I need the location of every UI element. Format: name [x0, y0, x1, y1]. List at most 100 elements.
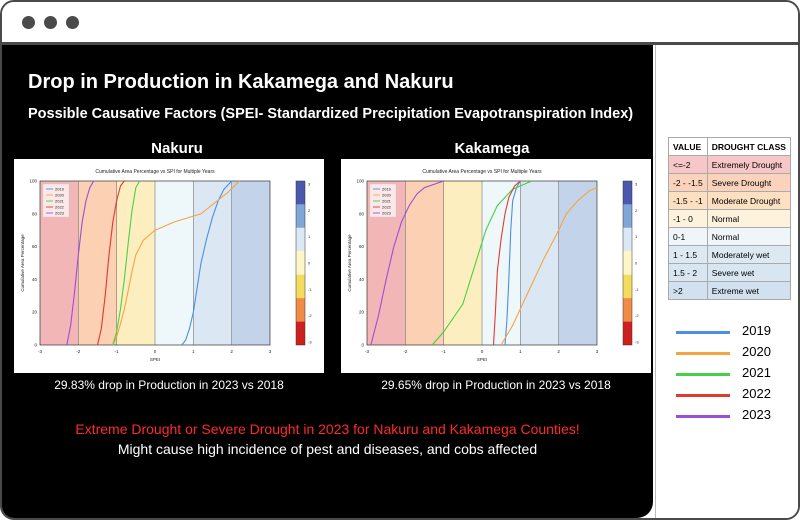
- chart-kakamega: Cumulative Area Percentage vs SPI for Mu…: [347, 169, 639, 362]
- side-panel: VALUE DROUGHT CLASS <=-2 Extremely Drough…: [655, 45, 798, 518]
- x-tick-label: 2: [230, 349, 233, 354]
- inner-legend-label: 2022: [382, 205, 392, 210]
- series-line-2021: [431, 180, 533, 346]
- spei-band: [558, 181, 597, 345]
- legend-label: 2023: [742, 407, 771, 422]
- table-cell-class: Severe wet: [706, 263, 791, 282]
- caption-nakuru: 29.83% drop in Production in 2023 vs 201…: [54, 378, 284, 392]
- colorbar-tick-label: 2: [308, 208, 311, 213]
- spei-band: [193, 181, 232, 345]
- colorbar-segment: [623, 321, 632, 345]
- table-cell-value: 0-1: [668, 227, 708, 246]
- slide-subtitle: Possible Causative Factors (SPEI- Standa…: [28, 106, 634, 122]
- colorbar-tick-label: -1: [308, 287, 312, 292]
- x-tick-label: -2: [76, 349, 80, 354]
- y-tick-label: 0: [361, 343, 364, 348]
- spei-band: [78, 181, 117, 345]
- legend-line-swatch: [676, 415, 730, 418]
- table-cell-value: -2 - -1.5: [668, 173, 708, 192]
- table-row: -1.5 - -1 Moderate Drought: [668, 191, 791, 210]
- x-tick-label: 0: [154, 349, 157, 354]
- inner-legend-label: 2021: [55, 199, 65, 204]
- table-row: <=-2 Extremely Drought: [668, 155, 791, 174]
- x-tick-label: 0: [481, 349, 484, 354]
- window-control-dot-2[interactable]: [44, 16, 57, 29]
- table-row: 0-1 Normal: [668, 227, 791, 246]
- table-cell-class: Severe Drought: [706, 173, 791, 192]
- table-cell-value: -1 - 0: [668, 209, 708, 228]
- series-line-2021: [112, 180, 141, 346]
- spei-band: [155, 181, 194, 345]
- legend-label: 2021: [742, 365, 771, 380]
- alert-red-text: Extreme Drought or Severe Drought in 202…: [75, 421, 580, 437]
- alert-white-text: Might cause high incidence of pest and d…: [117, 441, 538, 457]
- colorbar-frame: [295, 180, 306, 346]
- colorbar-segment: [296, 321, 305, 345]
- y-tick-label: 20: [359, 310, 365, 315]
- colorbar-tick-label: 3: [635, 182, 638, 187]
- colorbar-tick-label: 0: [308, 261, 311, 266]
- table-cell-value: 1.5 - 2: [668, 263, 708, 282]
- y-tick-label: 0: [34, 343, 37, 348]
- x-axis-label: SPEI: [150, 357, 160, 362]
- x-tick-label: -1: [442, 349, 446, 354]
- y-tick-label: 80: [359, 211, 365, 216]
- x-axis-label: SPEI: [477, 357, 487, 362]
- y-tick-label: 60: [359, 244, 365, 249]
- inner-legend-label: 2019: [382, 187, 392, 192]
- y-tick-label: 60: [32, 244, 38, 249]
- series-line-2020: [500, 187, 598, 346]
- x-tick-label: -3: [38, 349, 42, 354]
- table-row: >2 Extreme wet: [668, 281, 791, 300]
- table-cell-value: <=-2: [668, 155, 708, 174]
- table-cell-class: Extreme wet: [706, 281, 791, 300]
- table-header-row: VALUE DROUGHT CLASS: [668, 137, 791, 156]
- slide-panel: Drop in Production in Kakamega and Nakur…: [2, 45, 653, 518]
- legend-line-swatch: [676, 373, 730, 376]
- table-cell-class: Extremely Drought: [706, 155, 791, 174]
- colorbar-segment: [623, 227, 632, 252]
- legend-line-swatch: [676, 394, 730, 397]
- colorbar-tick-label: 1: [308, 234, 311, 239]
- x-tick-label: 3: [269, 349, 272, 354]
- header-drought-class: DROUGHT CLASS: [706, 137, 791, 156]
- table-cell-value: -1.5 - -1: [668, 191, 708, 210]
- legend-line-swatch: [676, 352, 730, 355]
- colorbar-tick-label: -3: [635, 340, 639, 345]
- colorbar-tick-label: -2: [635, 313, 639, 318]
- y-tick-label: 40: [32, 277, 38, 282]
- x-tick-label: -1: [115, 349, 119, 354]
- colorbar-tick-label: 3: [308, 182, 311, 187]
- colorbar-segment: [296, 251, 305, 275]
- colorbar-tick-label: -2: [308, 313, 312, 318]
- series-line-2023: [66, 180, 95, 346]
- spei-band: [405, 181, 444, 345]
- colorbar-segment: [623, 298, 632, 322]
- header-value: VALUE: [668, 137, 708, 156]
- window-control-dot-1[interactable]: [22, 16, 35, 29]
- colorbar-tick-label: 1: [635, 234, 638, 239]
- legend-line-swatch: [676, 331, 730, 334]
- x-tick-label: 1: [519, 349, 522, 354]
- window-control-dot-3[interactable]: [66, 16, 79, 29]
- x-tick-label: -2: [403, 349, 407, 354]
- inner-legend-label: 2023: [55, 211, 65, 216]
- chart-panel-kakamega: Cumulative Area Percentage vs SPI for Mu…: [341, 159, 651, 373]
- table-cell-class: Normal: [706, 227, 791, 246]
- drought-class-table: VALUE DROUGHT CLASS <=-2 Extremely Drough…: [668, 137, 791, 300]
- spei-band: [231, 181, 270, 345]
- plot-frame: [366, 180, 598, 346]
- table-cell-class: Normal: [706, 209, 791, 228]
- colorbar-tick-label: -3: [308, 340, 312, 345]
- caption-kakamega: 29.65% drop in Production in 2023 vs 201…: [381, 378, 611, 392]
- table-row: -2 - -1.5 Severe Drought: [668, 173, 791, 192]
- table-row: 1.5 - 2 Severe wet: [668, 263, 791, 282]
- series-line-2023: [370, 180, 444, 346]
- spei-band: [116, 181, 155, 345]
- colorbar-frame: [622, 180, 633, 346]
- y-tick-label: 20: [32, 310, 38, 315]
- slide-title: Drop in Production in Kakamega and Nakur…: [28, 71, 454, 93]
- y-axis-label: Cumulative Area Percentage: [347, 234, 352, 292]
- plot-frame: [39, 180, 271, 346]
- colorbar-segment: [623, 251, 632, 275]
